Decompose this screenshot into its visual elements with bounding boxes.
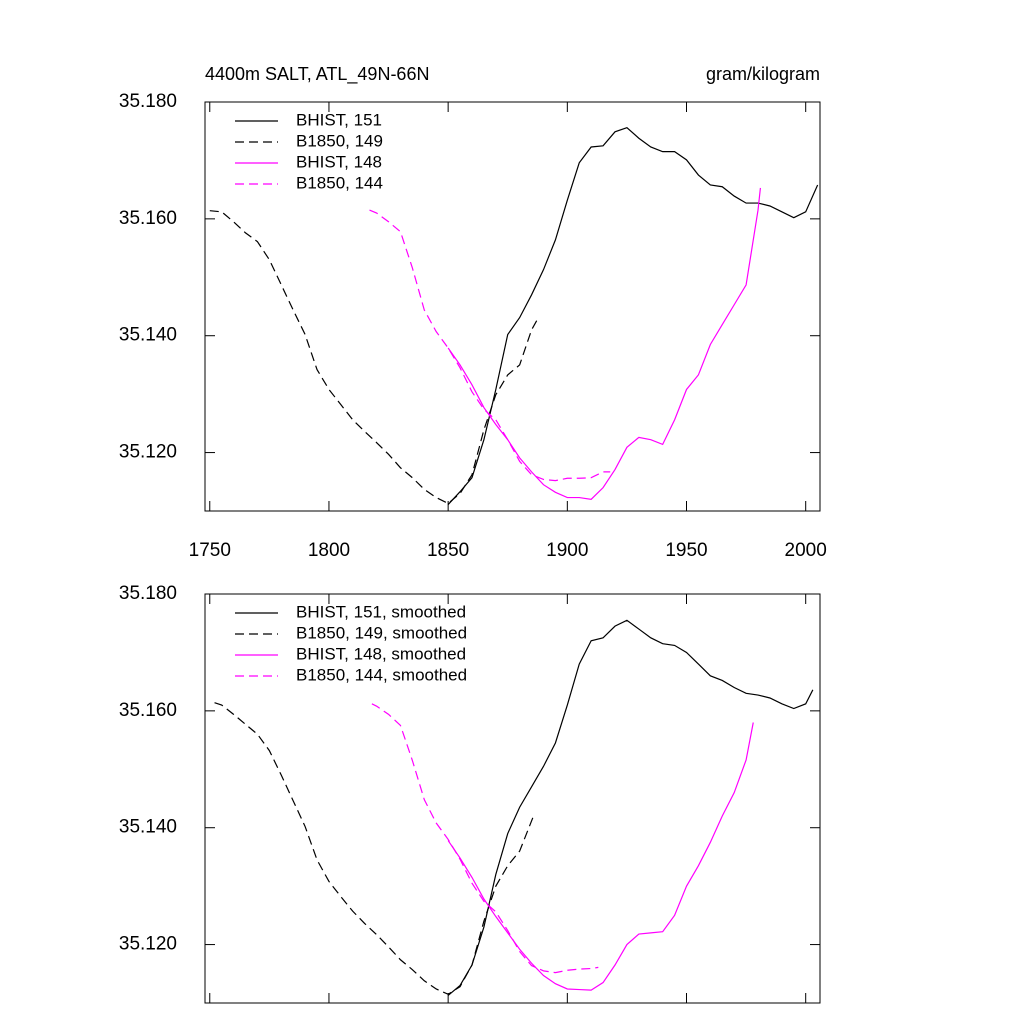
legend-label: BHIST, 151: [296, 110, 382, 129]
legend-label: B1850, 144, smoothed: [296, 665, 467, 684]
legend-label: BHIST, 148, smoothed: [296, 644, 466, 663]
x-tick-label: 1850: [427, 540, 469, 561]
x-tick-label: 1800: [308, 540, 350, 561]
y-tick-label: 35.160: [119, 208, 177, 229]
series-line: [369, 209, 611, 482]
y-tick-label: 35.120: [119, 934, 177, 955]
y-tick-label: 35.120: [119, 442, 177, 463]
x-tick-label: 1900: [546, 540, 588, 561]
chart-title: 4400m SALT, ATL_49N-66N: [205, 64, 429, 85]
series-line: [209, 210, 540, 505]
series-line: [447, 187, 762, 500]
series-line: [447, 127, 819, 505]
y-tick-label: 35.160: [119, 700, 177, 721]
y-tick-label: 35.180: [119, 583, 177, 604]
legend-label: BHIST, 148: [296, 152, 382, 171]
y-tick-label: 35.140: [119, 325, 177, 346]
x-tick-label: 1950: [665, 540, 707, 561]
series-line: [447, 722, 754, 991]
legend-label: B1850, 149: [296, 131, 383, 150]
y-tick-label: 35.180: [119, 91, 177, 112]
units-label: gram/kilogram: [706, 64, 820, 84]
legend-label: BHIST, 151, smoothed: [296, 602, 466, 621]
x-tick-label: 1750: [189, 540, 231, 561]
series-line: [214, 702, 535, 995]
legend-label: B1850, 149, smoothed: [296, 623, 467, 642]
plot-frame: [204, 101, 821, 512]
series-line: [447, 619, 814, 996]
y-tick-label: 35.140: [119, 817, 177, 838]
legend-label: B1850, 144: [296, 173, 383, 192]
x-tick-label: 2000: [785, 540, 827, 561]
series-line: [371, 703, 599, 974]
plot-frame: [204, 593, 821, 1004]
